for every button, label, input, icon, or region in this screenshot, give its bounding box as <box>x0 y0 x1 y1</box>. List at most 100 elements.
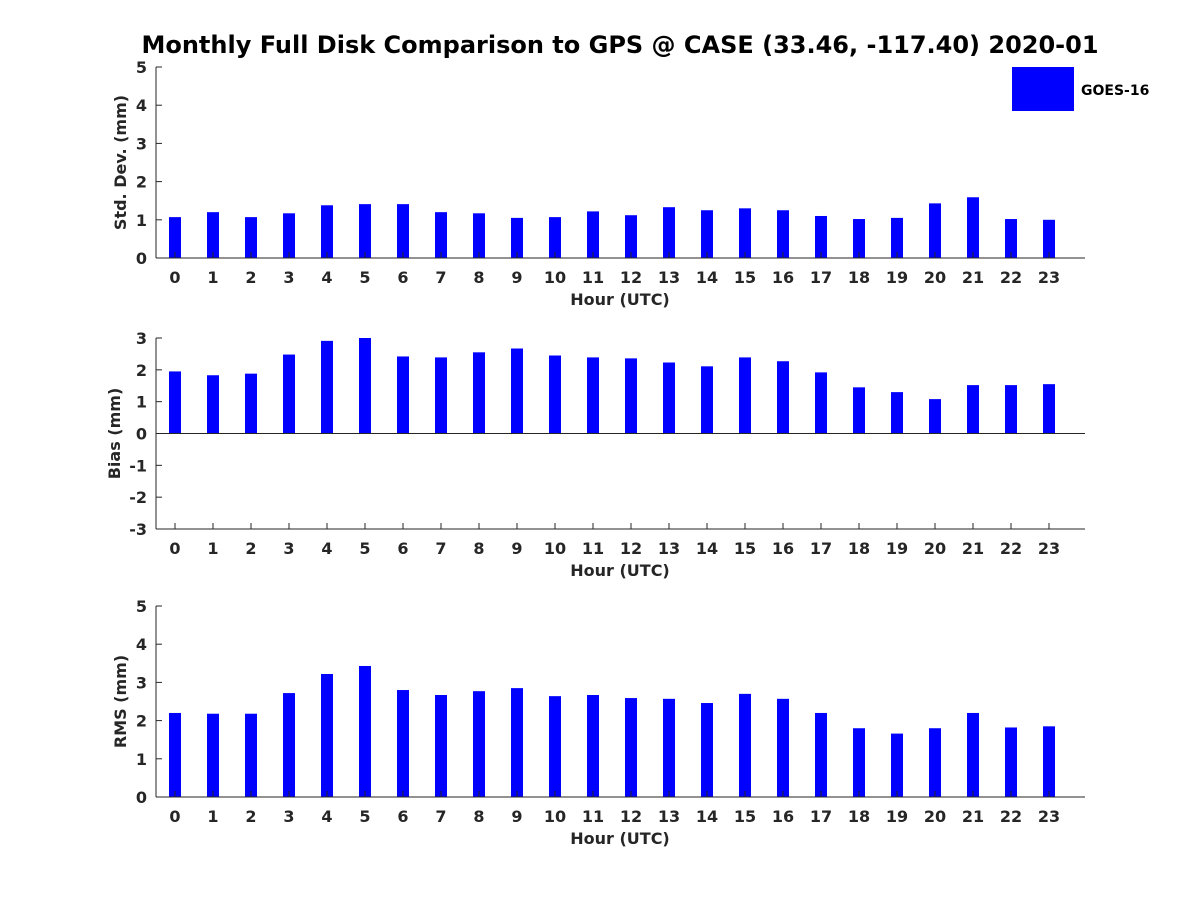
bias-ytick-label: 3 <box>136 329 147 348</box>
std-ytick-label: 3 <box>136 134 147 153</box>
bias-xtick-label: 11 <box>582 539 604 558</box>
rms-xtick-label: 20 <box>924 807 946 826</box>
rms-xtick-label: 9 <box>511 807 522 826</box>
rms-bar-10 <box>549 696 561 797</box>
bias-bar-15 <box>739 357 751 434</box>
bias-bar-23 <box>1043 384 1055 434</box>
std-bar-3 <box>283 213 295 258</box>
bias-xtick-label: 22 <box>1000 539 1022 558</box>
std-xtick-label: 9 <box>511 268 522 287</box>
std-xtick-label: 23 <box>1038 268 1060 287</box>
rms-xtick-label: 13 <box>658 807 680 826</box>
rms-bar-20 <box>929 728 941 797</box>
std-bar-5 <box>359 204 371 258</box>
std-xtick-label: 0 <box>169 268 180 287</box>
rms-xtick-label: 10 <box>544 807 566 826</box>
std-bar-10 <box>549 217 561 258</box>
rms-bar-8 <box>473 691 485 797</box>
rms-bar-23 <box>1043 726 1055 797</box>
bias-xtick-label: 21 <box>962 539 984 558</box>
std-xtick-label: 3 <box>283 268 294 287</box>
std-xtick-label: 20 <box>924 268 946 287</box>
bias-xtick-label: 4 <box>321 539 332 558</box>
bias-xtick-label: 9 <box>511 539 522 558</box>
rms-xtick-label: 15 <box>734 807 756 826</box>
std-xtick-label: 17 <box>810 268 832 287</box>
bias-xtick-label: 2 <box>245 539 256 558</box>
rms-ytick-label: 2 <box>136 712 147 731</box>
std-bar-9 <box>511 217 523 258</box>
bias-bar-11 <box>587 357 599 434</box>
std-bar-20 <box>929 203 941 258</box>
bias-xtick-label: 20 <box>924 539 946 558</box>
bias-xtick-label: 14 <box>696 539 718 558</box>
std-bar-12 <box>625 215 637 258</box>
std-xtick-label: 6 <box>397 268 408 287</box>
std-xtick-label: 8 <box>473 268 484 287</box>
bias-xtick-label: 5 <box>359 539 370 558</box>
bias-bar-18 <box>853 387 865 434</box>
std-bar-1 <box>207 212 219 258</box>
rms-xtick-label: 14 <box>696 807 718 826</box>
std-bar-22 <box>1005 219 1017 258</box>
bias-bar-16 <box>777 361 789 434</box>
bias-bar-9 <box>511 348 523 434</box>
std-bar-7 <box>435 212 447 258</box>
std-bar-21 <box>967 197 979 258</box>
std-bar-19 <box>891 217 903 258</box>
std-bar-13 <box>663 207 675 258</box>
bias-xtick-label: 1 <box>207 539 218 558</box>
rms-bar-17 <box>815 712 827 797</box>
bias-xtick-label: 15 <box>734 539 756 558</box>
std-bar-6 <box>397 204 409 258</box>
legend-swatch <box>1012 67 1074 111</box>
rms-xlabel: Hour (UTC) <box>570 829 670 848</box>
rms-xtick-label: 16 <box>772 807 794 826</box>
bias-ytick-label: 2 <box>136 361 147 380</box>
bias-bar-3 <box>283 354 295 434</box>
bias-ytick-label: 0 <box>136 425 147 444</box>
rms-bar-18 <box>853 728 865 797</box>
bias-xtick-label: 0 <box>169 539 180 558</box>
rms-bar-2 <box>245 713 257 797</box>
rms-xtick-label: 8 <box>473 807 484 826</box>
rms-ytick-label: 1 <box>136 750 147 769</box>
bias-bar-21 <box>967 385 979 434</box>
rms-bar-22 <box>1005 727 1017 797</box>
bias-bar-7 <box>435 357 447 434</box>
std-bar-14 <box>701 210 713 258</box>
bias-bar-1 <box>207 375 219 434</box>
rms-bar-7 <box>435 695 447 797</box>
bias-bar-8 <box>473 352 485 434</box>
std-xtick-label: 7 <box>435 268 446 287</box>
std-xtick-label: 12 <box>620 268 642 287</box>
bias-ytick-label: -2 <box>129 488 147 507</box>
std-xtick-label: 18 <box>848 268 870 287</box>
rms-bar-16 <box>777 698 789 797</box>
std-bar-2 <box>245 217 257 258</box>
std-xlabel: Hour (UTC) <box>570 290 670 309</box>
bias-xtick-label: 12 <box>620 539 642 558</box>
bias-ytick-label: -3 <box>129 520 147 539</box>
std-ytick-label: 1 <box>136 211 147 230</box>
rms-ylabel: RMS (mm) <box>111 655 130 748</box>
rms-xtick-label: 3 <box>283 807 294 826</box>
rms-xtick-label: 7 <box>435 807 446 826</box>
rms-bar-5 <box>359 665 371 797</box>
rms-xtick-label: 12 <box>620 807 642 826</box>
std-bar-0 <box>169 217 181 258</box>
bias-xtick-label: 7 <box>435 539 446 558</box>
std-xtick-label: 10 <box>544 268 566 287</box>
std-ytick-label: 5 <box>136 58 147 77</box>
bias-xlabel: Hour (UTC) <box>570 561 670 580</box>
std-xtick-label: 16 <box>772 268 794 287</box>
rms-xtick-label: 22 <box>1000 807 1022 826</box>
bias-bar-17 <box>815 372 827 434</box>
std-xtick-label: 14 <box>696 268 718 287</box>
bias-xtick-label: 3 <box>283 539 294 558</box>
rms-bar-14 <box>701 703 713 797</box>
rms-xtick-label: 4 <box>321 807 332 826</box>
std-ytick-label: 2 <box>136 173 147 192</box>
legend-label: GOES-16 <box>1081 83 1149 99</box>
